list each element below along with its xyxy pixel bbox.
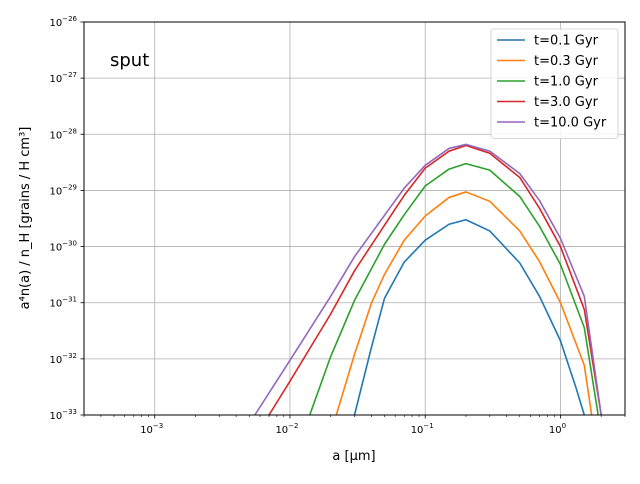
- y-tick-label: 10−31: [49, 296, 77, 310]
- legend-entry: t=10.0 Gyr: [534, 116, 607, 131]
- series-line: [353, 218, 586, 416]
- legend-entry: t=1.0 Gyr: [534, 75, 599, 90]
- y-tick-label: 10−28: [49, 127, 77, 141]
- series-line: [308, 162, 599, 416]
- y-tick-label: 10−33: [49, 408, 77, 422]
- legend-entry: t=0.1 Gyr: [534, 34, 599, 49]
- minor-ticks: [83, 415, 626, 417]
- y-tick-label: 10−27: [49, 71, 77, 85]
- major-ticks: 10−3 10−2 10−1 100 10−33 10−32 10−31 10−30 10−29…: [49, 15, 566, 436]
- series-layer: [254, 143, 602, 416]
- legend-entry: t=0.3 Gyr: [534, 54, 599, 69]
- x-axis-label: a [μm]: [332, 449, 375, 464]
- y-axis-label: a⁴n(a) / n_H [grains / H cm³]: [18, 127, 33, 310]
- series-line: [335, 191, 593, 416]
- series-line: [254, 143, 602, 416]
- y-tick-label: 10−26: [49, 15, 77, 29]
- y-tick-label: 10−32: [49, 352, 77, 366]
- y-tick-label: 10−29: [49, 183, 77, 197]
- x-tick-label: 10−3: [140, 422, 163, 436]
- legend: t=0.1 Gyr t=0.3 Gyr t=1.0 Gyr t=3.0 Gyr t=10…: [490, 28, 619, 139]
- legend-box: [490, 28, 619, 139]
- annotation-label: sput: [110, 50, 149, 71]
- legend-entry: t=3.0 Gyr: [534, 95, 599, 110]
- x-tick-label: 10−1: [411, 422, 434, 436]
- y-tick-label: 10−30: [49, 240, 77, 254]
- series-line: [268, 144, 602, 416]
- x-tick-label: 100: [549, 422, 566, 436]
- plot-frame: [83, 21, 626, 416]
- x-tick-label: 10−2: [275, 422, 298, 436]
